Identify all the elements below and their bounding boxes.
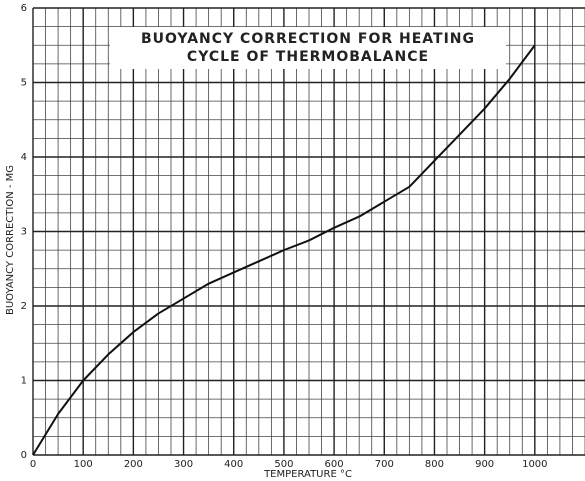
x-tick-label: 400: [224, 459, 243, 470]
x-tick-label: 200: [124, 459, 143, 470]
y-tick-label: 4: [21, 152, 27, 163]
x-tick-label: 500: [274, 459, 293, 470]
x-axis-label: TEMPERATURE °C: [263, 469, 352, 480]
y-tick-label: 2: [21, 301, 27, 312]
x-tick-label: 1000: [522, 459, 547, 470]
x-tick-label: 300: [174, 459, 193, 470]
x-tick-label: 600: [325, 459, 344, 470]
y-tick-label: 3: [21, 227, 27, 238]
x-tick-label: 100: [74, 459, 93, 470]
y-tick-label: 6: [21, 3, 27, 14]
x-tick-label: 700: [375, 459, 394, 470]
grid: [32, 7, 585, 456]
x-tick-label: 0: [30, 459, 36, 470]
y-tick-label: 1: [21, 376, 27, 387]
y-tick-label: 0: [21, 450, 27, 461]
x-tick-label: 800: [425, 459, 444, 470]
x-tick-label: 900: [475, 459, 494, 470]
chart-title: BUOYANCY CORRECTION FOR HEATING: [141, 31, 475, 47]
y-axis-label: BUOYANCY CORRECTION - MG: [5, 165, 16, 315]
y-tick-label: 5: [21, 78, 27, 89]
chart-title: CYCLE OF THERMOBALANCE: [187, 49, 429, 65]
title-box: [110, 27, 506, 69]
data-line: [32, 44, 536, 456]
